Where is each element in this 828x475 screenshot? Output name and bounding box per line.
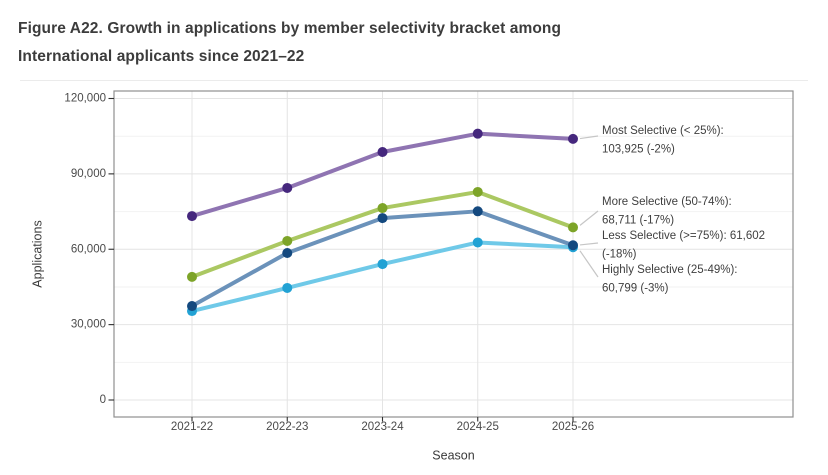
annotation-line: Highly Selective (25-49%): [602, 264, 738, 276]
point-less-selective-75-2025-26 [568, 240, 578, 251]
leader-most-selective-25 [579, 135, 599, 140]
panel-border [113, 90, 794, 418]
leader-more-selective-50-74 [579, 210, 599, 226]
point-most-selective-25-2022-23 [282, 182, 293, 193]
y-tick-labels: 0 30,000 60,000 90,000 120,000 [64, 93, 106, 407]
x-tick-labels: 2021-22 2022-23 2023-24 2024-25 2025-26 [171, 421, 594, 433]
point-most-selective-25-2024-25 [472, 128, 483, 139]
point-highly-selective-25-49-2024-25 [472, 237, 483, 248]
series-more-selective-50-74 [187, 186, 578, 282]
y-tick-label: 30,000 [71, 319, 106, 331]
point-more-selective-50-74-2022-23 [282, 235, 293, 246]
x-tick-label: 2023-24 [361, 421, 404, 433]
point-less-selective-75-2023-24 [377, 213, 388, 224]
y-tick-label: 60,000 [71, 243, 106, 255]
figure-title: Figure A22. Growth in applications by me… [18, 15, 561, 71]
point-more-selective-50-74-2025-26 [568, 222, 578, 233]
axis-ticks [108, 97, 574, 422]
point-less-selective-75-2021-22 [187, 301, 197, 312]
point-more-selective-50-74-2023-24 [377, 203, 388, 214]
annotation-line: 103,925 (-2%) [602, 144, 675, 156]
series-less-selective-75 [187, 206, 578, 312]
x-tick-label: 2021-22 [171, 421, 213, 433]
figure-title-line-2: International applicants since 2021–22 [18, 48, 305, 65]
annotation-line: More Selective (50-74%): [602, 196, 732, 208]
annotation-more-selective-50-74: More Selective (50-74%): 68,711 (-17%) [602, 196, 732, 227]
y-tick-label: 120,000 [64, 93, 106, 105]
annotation-highly-selective-25-49: Highly Selective (25-49%): 60,799 (-3%) [602, 264, 738, 295]
series-most-selective-25 [187, 128, 578, 222]
leader-highly-selective-25-49 [579, 250, 599, 278]
y-axis-title: Applications [30, 220, 44, 287]
annotation-less-selective-75: Less Selective (>=75%): 61,602 (-18%) [602, 230, 765, 261]
annotation-most-selective-25: Most Selective (< 25%): 103,925 (-2%) [602, 125, 724, 156]
annotation-line: Less Selective (>=75%): 61,602 [602, 230, 765, 242]
point-more-selective-50-74-2024-25 [472, 186, 483, 197]
point-more-selective-50-74-2021-22 [187, 271, 197, 282]
point-most-selective-25-2023-24 [377, 147, 388, 158]
point-highly-selective-25-49-2022-23 [282, 282, 293, 293]
figure-title-line-1: Figure A22. Growth in applications by me… [18, 20, 562, 37]
annotation-line: 60,799 (-3%) [602, 283, 669, 295]
x-axis-title: Season [432, 448, 474, 462]
x-tick-label: 2024-25 [457, 421, 499, 433]
y-tick-label: 90,000 [71, 168, 106, 180]
point-less-selective-75-2024-25 [472, 206, 483, 217]
annotation-line: (-18%) [602, 249, 637, 261]
y-tick-label: 0 [100, 394, 106, 406]
point-less-selective-75-2022-23 [282, 248, 293, 259]
annotation-line: 68,711 (-17%) [602, 215, 674, 227]
annotation-line: Most Selective (< 25%): [602, 125, 724, 137]
title-divider [20, 80, 808, 81]
x-tick-label: 2025-26 [552, 421, 594, 433]
leader-less-selective-75 [579, 242, 599, 246]
x-tick-label: 2022-23 [266, 421, 308, 433]
point-most-selective-25-2021-22 [187, 211, 197, 222]
point-highly-selective-25-49-2023-24 [377, 259, 388, 270]
point-most-selective-25-2025-26 [568, 133, 578, 144]
